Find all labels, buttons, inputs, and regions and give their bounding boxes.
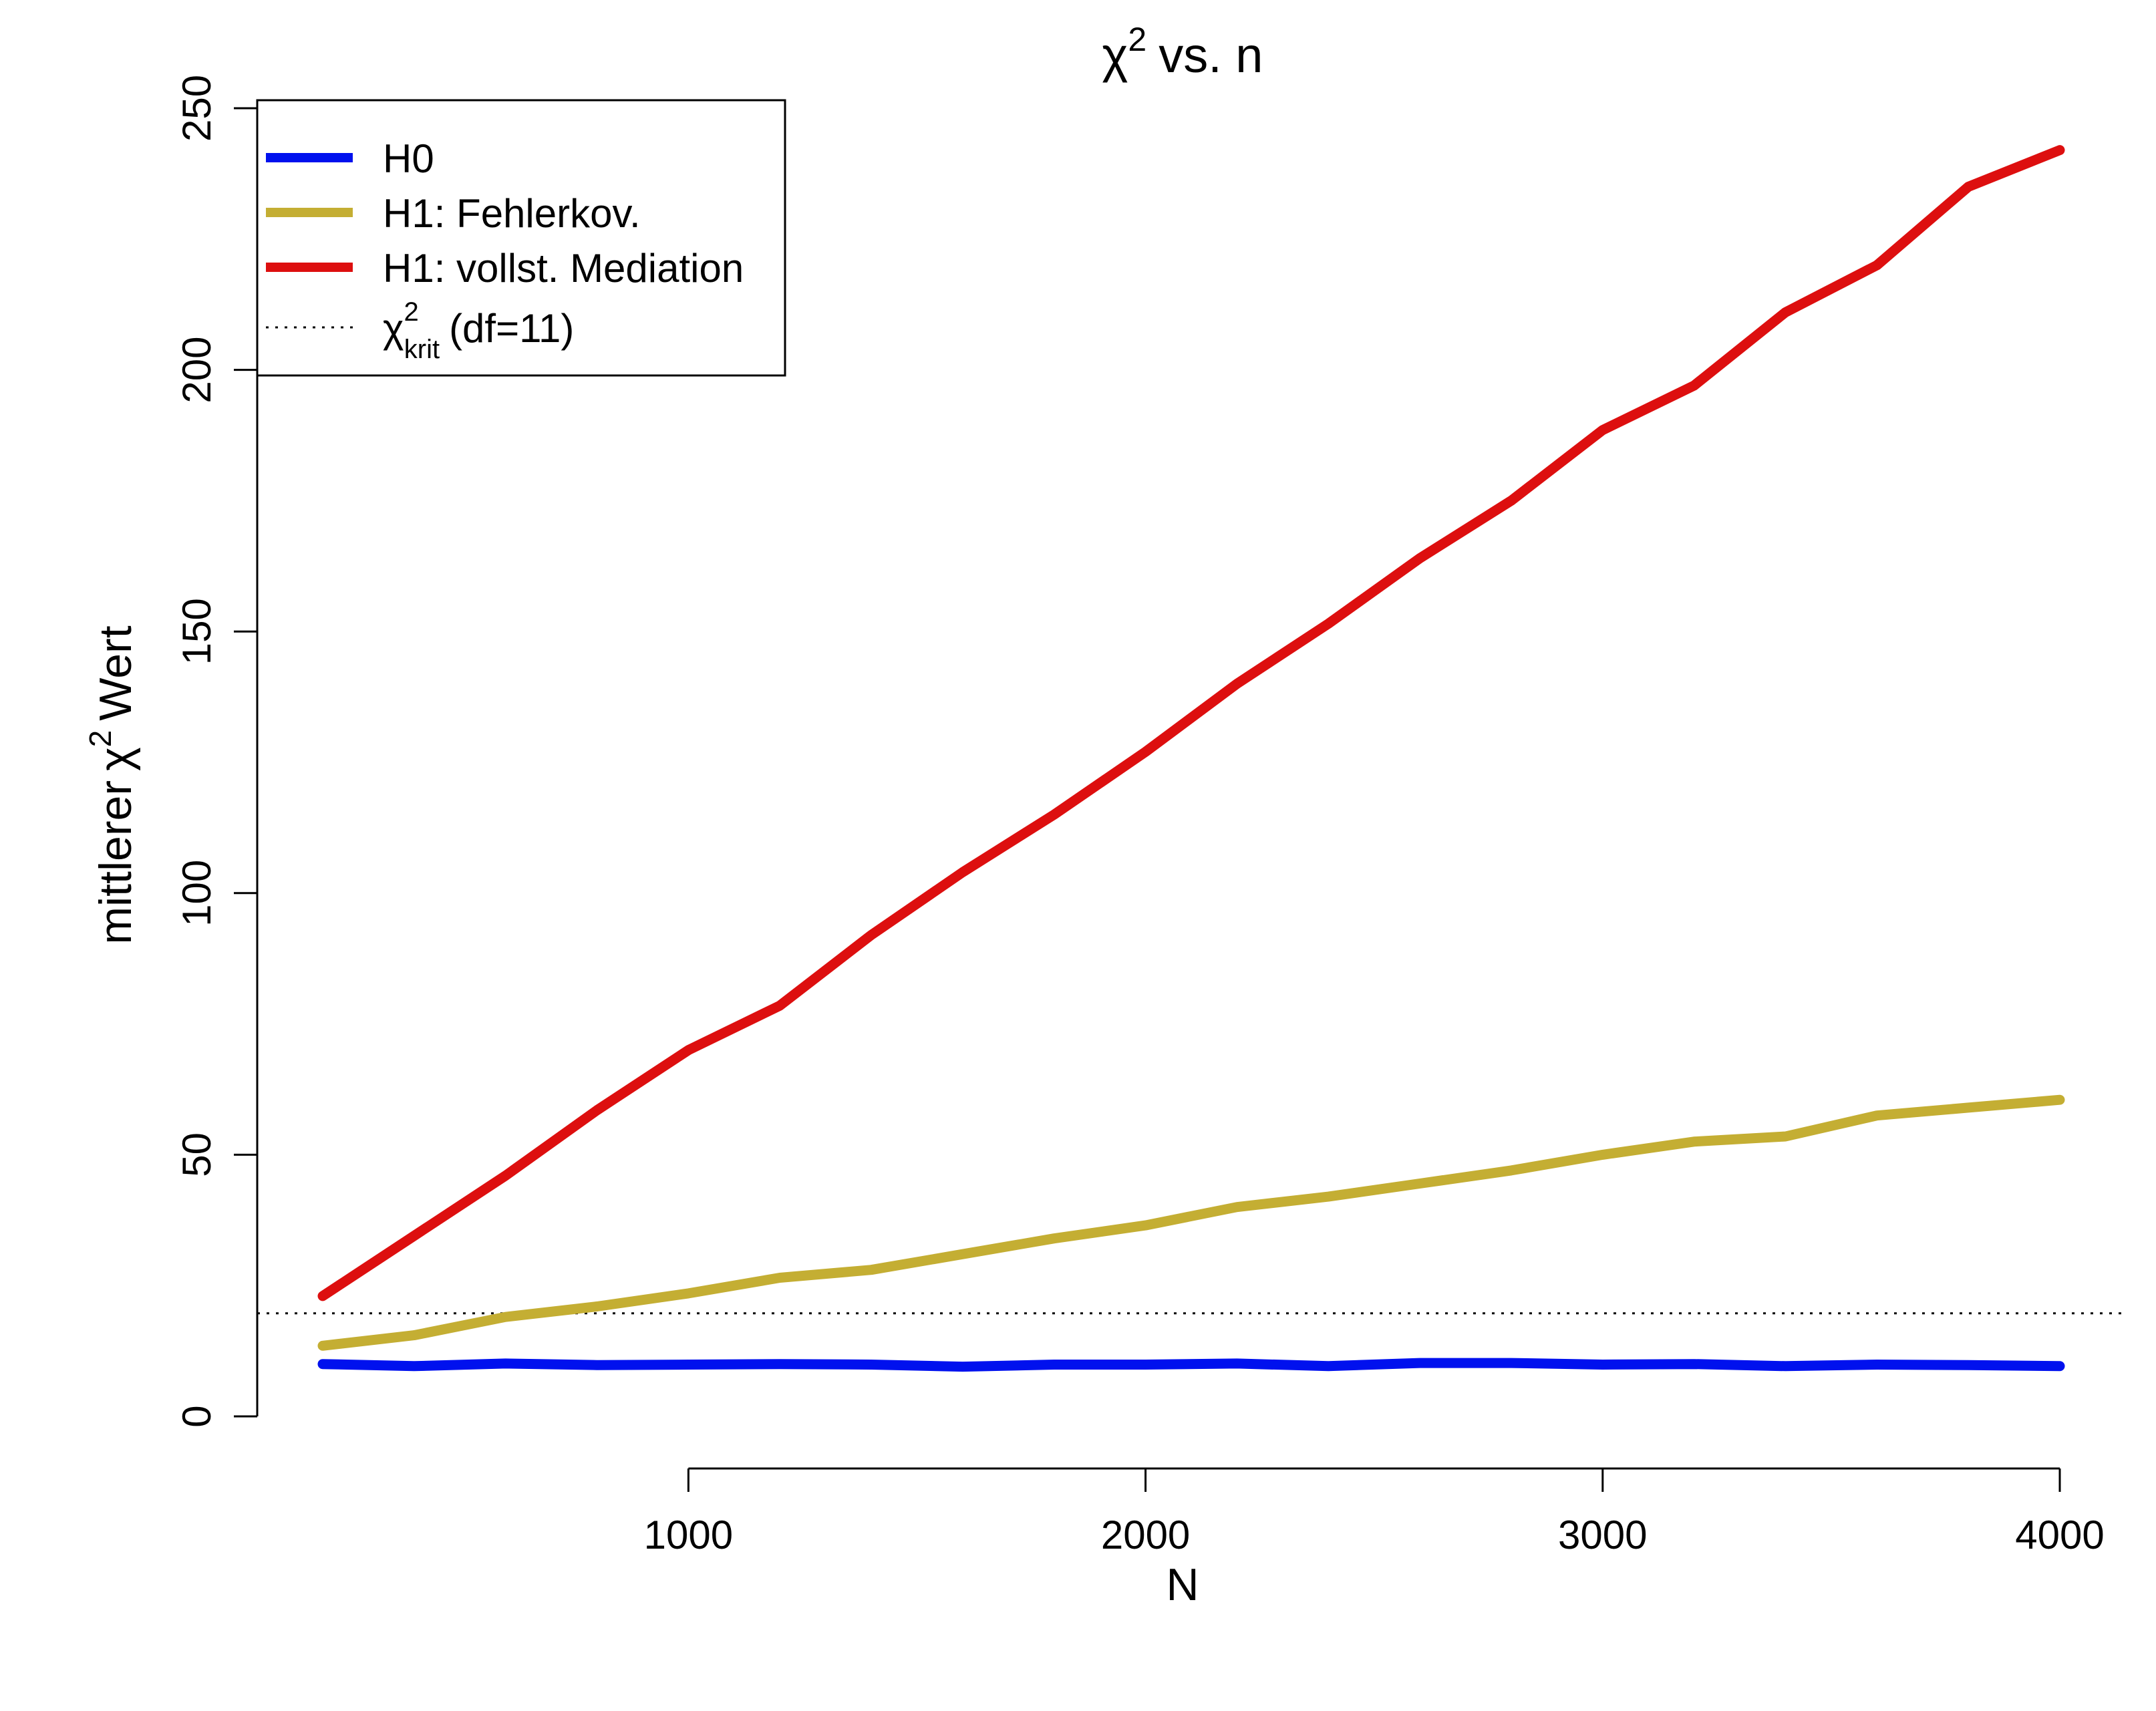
y-axis-label: mittlererχ2Wert [83, 625, 141, 944]
legend-label-h0: H0 [383, 136, 434, 181]
chart-title: χ2 vs. n [1102, 21, 1263, 83]
x-axis-label: N [1166, 1559, 1199, 1610]
series-group [317, 145, 2065, 1372]
legend-box [256, 99, 786, 377]
series-line-fehlerkov [317, 1094, 2065, 1351]
y-tick-label: 50 [174, 1132, 219, 1177]
y-axis: 0 50 100 150 200 250 [174, 75, 259, 1428]
x-tick-label: 3000 [1558, 1513, 1647, 1557]
x-tick-label: 1000 [644, 1513, 733, 1557]
x-axis: 1000 2000 3000 4000 [644, 1467, 2105, 1557]
y-tick-label: 150 [174, 598, 219, 665]
y-tick-label: 100 [174, 860, 219, 927]
x-tick-label: 2000 [1101, 1513, 1190, 1557]
legend: H0 H1: Fehlerkov. H1: vollst. Mediation … [256, 99, 786, 377]
legend-label-mediation: H1: vollst. Mediation [383, 246, 744, 291]
legend-label-fehlerkov: H1: Fehlerkov. [383, 191, 641, 236]
y-tick-label: 200 [174, 337, 219, 404]
y-tick-label: 0 [174, 1405, 219, 1427]
series-line-mediation [317, 145, 2065, 1301]
y-tick-label: 250 [174, 75, 219, 142]
legend-label-critical: χ2 krit (df=11) [383, 297, 574, 364]
series-line-h0 [317, 1358, 2065, 1372]
x-tick-label: 4000 [2015, 1513, 2104, 1557]
